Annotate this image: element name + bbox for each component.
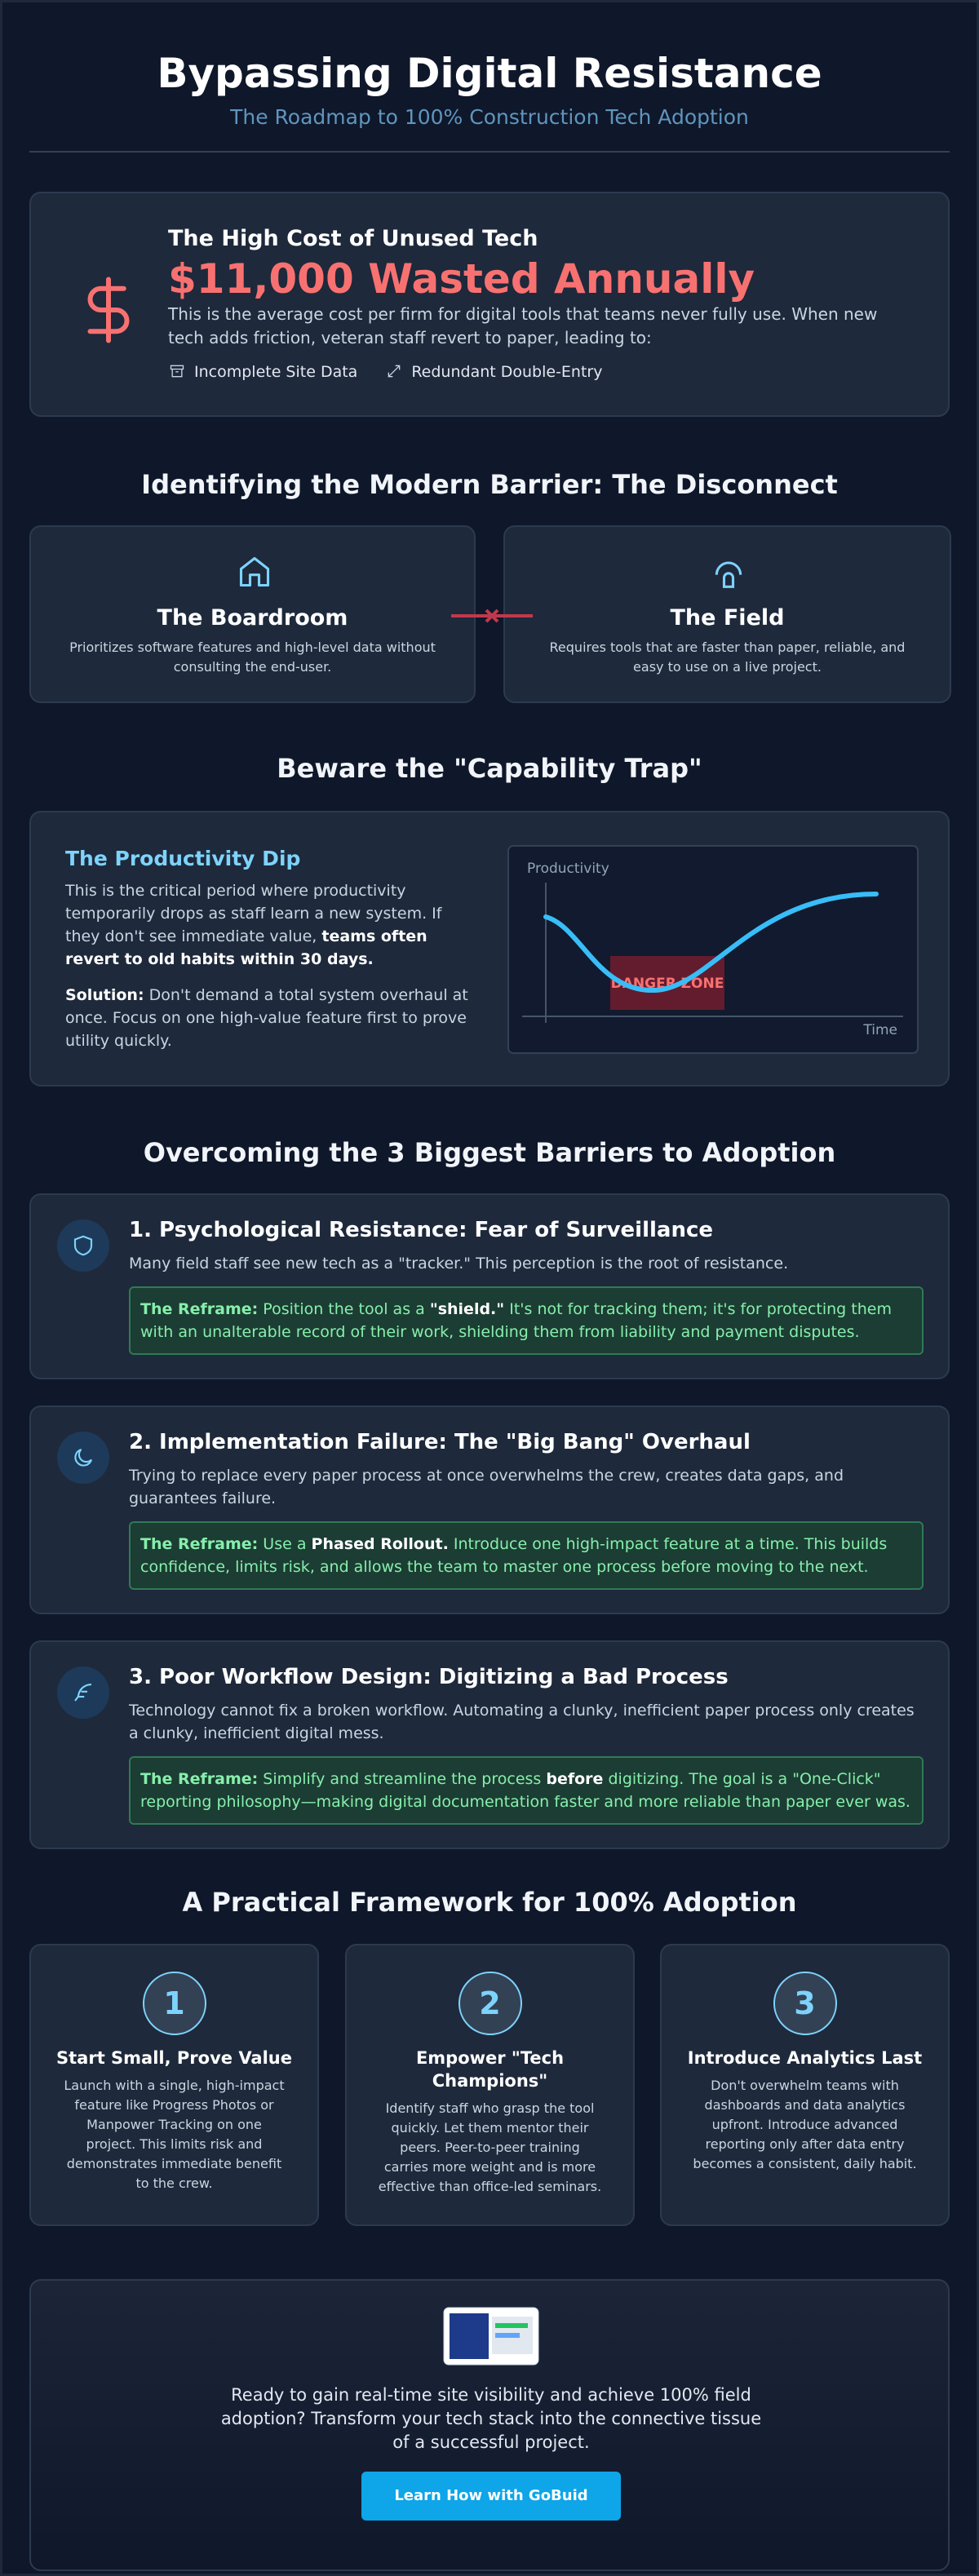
trap-solution: Solution: Don't demand a total system ov… — [65, 984, 473, 1052]
barrier-body: 2. Implementation Failure: The "Big Bang… — [129, 1430, 924, 1590]
barrier-icon — [57, 1432, 109, 1484]
text: Don't demand a total system overhaul at … — [65, 986, 468, 1050]
cost-item: Redundant Double-Entry — [385, 363, 602, 381]
section-heading: Identifying the Modern Barrier: The Disc… — [141, 469, 838, 500]
cta-card: Ready to gain real-time site visibility … — [29, 2279, 950, 2571]
step-title: Start Small, Prove Value — [56, 2048, 292, 2068]
reframe-label: The Reframe: — [140, 1535, 259, 1553]
productivity-chart: Productivity Time DANGER ZONE — [507, 845, 919, 1054]
trap-paragraph: This is the critical period where produc… — [65, 879, 473, 971]
cost-card: The High Cost of Unused Tech $11,000 Was… — [29, 192, 950, 417]
x-label: Time — [862, 1022, 897, 1038]
cta-text: Ready to gain real-time site visibility … — [220, 2385, 762, 2452]
trap-card: The Productivity Dip This is the critica… — [29, 811, 950, 1087]
reframe-text: digitizing. The goal is a "One-Click" re… — [140, 1770, 910, 1811]
cost-item-text: Redundant Double-Entry — [411, 363, 603, 381]
reframe-text: Position the tool as a — [258, 1300, 430, 1318]
cost-text: This is the average cost per firm for di… — [168, 304, 878, 347]
section-heading: A Practical Framework for 100% Adoption — [182, 1887, 797, 1918]
barrier-text: Trying to replace every paper process at… — [129, 1467, 844, 1507]
step-number: 2 — [458, 1972, 522, 2035]
title: Bypassing Digital Resistance — [157, 50, 822, 97]
barrier-text: Many field staff see new tech as a "trac… — [129, 1255, 789, 1273]
subtitle: The Roadmap to 100% Construction Tech Ad… — [230, 105, 749, 129]
reframe-text: before — [546, 1770, 604, 1788]
field-card: The Field Requires tools that are faster… — [503, 525, 951, 703]
cta-button[interactable]: Learn How with GoBuid — [361, 2472, 621, 2521]
step-title: Empower "Tech Champions" — [415, 2048, 565, 2091]
step-text: Launch with a single, high-impact featur… — [64, 2078, 285, 2191]
step-text: Don't overwhelm teams with dashboards an… — [693, 2078, 917, 2171]
emphasis: teams often revert to old habits within … — [65, 927, 427, 968]
cost-item-text: Incomplete Site Data — [194, 363, 358, 381]
reframe-text: It's not for tracking them; it's for pro… — [140, 1300, 892, 1341]
barrier-body: 3. Poor Workflow Design: Digitizing a Ba… — [129, 1665, 924, 1825]
section-heading: Beware the "Capability Trap" — [277, 753, 702, 784]
barrier-card: 1. Psychological Resistance: Fear of Sur… — [29, 1193, 950, 1379]
cost-item: Incomplete Site Data — [168, 363, 357, 381]
barrier-title: 1. Psychological Resistance: Fear of Sur… — [129, 1218, 714, 1242]
step-title: Introduce Analytics Last — [687, 2048, 923, 2068]
dollar-icon — [87, 277, 130, 343]
barrier-title: 3. Poor Workflow Design: Digitizing a Ba… — [129, 1665, 729, 1689]
barrier-card: 2. Implementation Failure: The "Big Bang… — [29, 1405, 950, 1614]
reframe-text: Phased Rollout. — [311, 1535, 449, 1553]
step-card: 1 Start Small, Prove Value Launch with a s… — [29, 1944, 319, 2226]
boardroom-card: The Boardroom Prioritizes software featu… — [29, 525, 476, 703]
card-text: Prioritizes software features and high-l… — [69, 640, 436, 675]
barrier-icon — [57, 1219, 109, 1272]
reframe: The Reframe: Simplify and streamline the… — [129, 1756, 924, 1825]
barrier-body: 1. Psychological Resistance: Fear of Sur… — [129, 1218, 924, 1355]
reframe: The Reframe: Use a Phased Rollout. Intro… — [129, 1521, 924, 1590]
card-title: The Field — [670, 605, 785, 631]
reframe-text: Use a — [258, 1535, 312, 1553]
reframe-label: The Reframe: — [140, 1770, 259, 1788]
barrier-icon — [57, 1666, 109, 1719]
thumbnail — [443, 2307, 539, 2366]
emphasis: Solution: — [65, 986, 144, 1004]
curve — [543, 892, 879, 994]
step-text: Identify staff who grasp the tool quickl… — [378, 2100, 602, 2194]
cost-items: Incomplete Site Data Redundant Double-En… — [168, 363, 602, 381]
reframe: The Reframe: Position the tool as a "shi… — [129, 1286, 924, 1355]
step-card: 3 Introduce Analytics Last Don't overwhelm… — [660, 1944, 950, 2226]
reframe-text: "shield." — [429, 1300, 505, 1318]
text: This is the critical period where produc… — [65, 882, 442, 945]
divider — [29, 151, 950, 153]
y-label: Productivity — [527, 861, 609, 877]
cost-heading: The High Cost of Unused Tech — [168, 226, 538, 251]
step-number: 3 — [773, 1972, 837, 2035]
trap-subheading: The Productivity Dip — [65, 847, 301, 870]
barrier-title: 2. Implementation Failure: The "Big Bang… — [129, 1430, 751, 1454]
step-number: 1 — [142, 1972, 206, 2035]
card-title: The Boardroom — [157, 605, 348, 631]
reframe-text: Simplify and streamline the process — [258, 1770, 547, 1788]
section-heading: Overcoming the 3 Biggest Barriers to Ado… — [143, 1137, 836, 1168]
reframe-label: The Reframe: — [140, 1300, 259, 1318]
step-card: 2 Empower "Tech Champions" Identify staff … — [345, 1944, 635, 2226]
card-text: Requires tools that are faster than pape… — [549, 640, 906, 675]
barrier-card: 3. Poor Workflow Design: Digitizing a Ba… — [29, 1640, 950, 1849]
disconnect-connector — [451, 609, 533, 623]
barrier-text: Technology cannot fix a broken workflow.… — [129, 1702, 915, 1742]
reframe-text: Introduce one high-impact feature at a t… — [140, 1535, 888, 1576]
cost-amount: $11,000 Wasted Annually — [168, 255, 755, 303]
